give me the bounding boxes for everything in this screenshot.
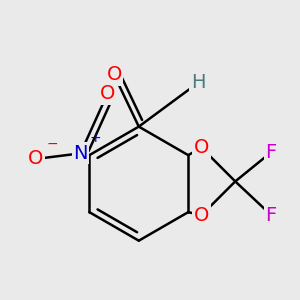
Text: O: O bbox=[194, 138, 209, 157]
Text: O: O bbox=[106, 65, 122, 84]
Text: −: − bbox=[46, 137, 58, 151]
Text: H: H bbox=[191, 73, 206, 92]
Text: O: O bbox=[100, 84, 115, 104]
Text: F: F bbox=[266, 206, 277, 225]
Text: +: + bbox=[90, 131, 102, 145]
Text: O: O bbox=[194, 206, 209, 225]
Text: N: N bbox=[73, 144, 88, 163]
Text: F: F bbox=[266, 143, 277, 162]
Text: O: O bbox=[28, 149, 43, 169]
